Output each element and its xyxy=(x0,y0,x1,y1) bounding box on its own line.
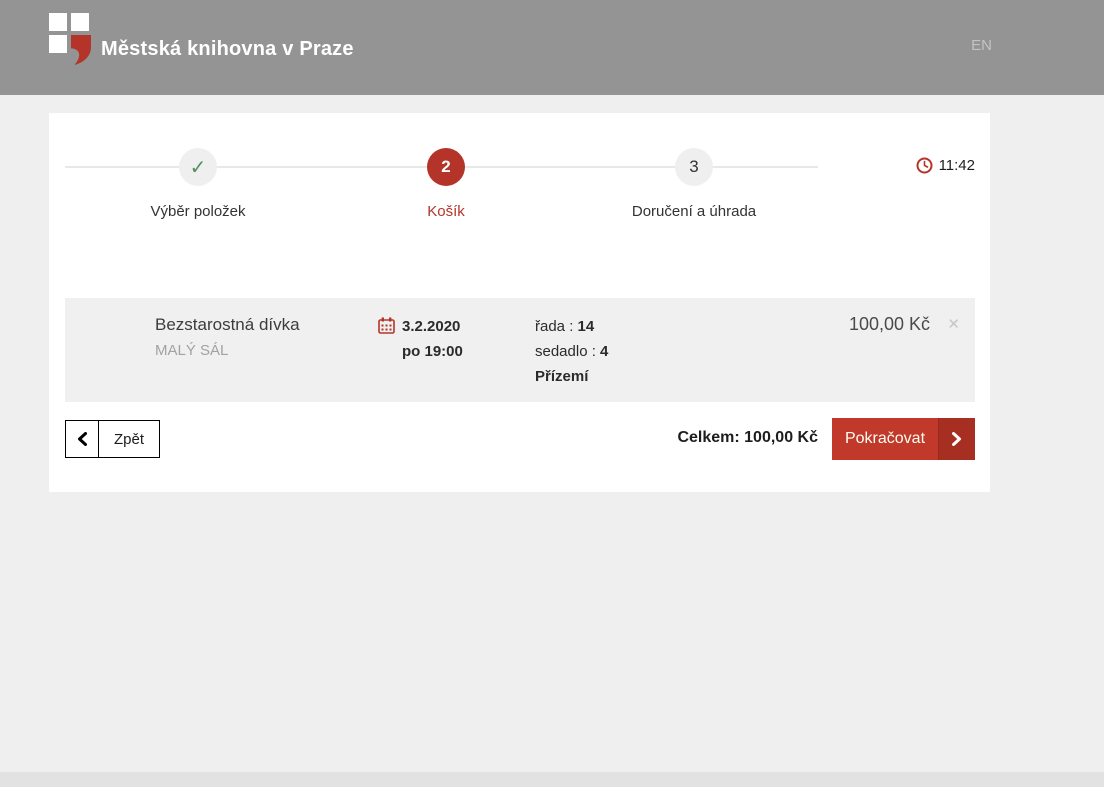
logo-link[interactable]: Městská knihovna v Praze xyxy=(49,13,354,85)
footer-bar xyxy=(0,772,1104,787)
checkout-card: ✓ Výběr položek 2 Košík 3 Doručení a úhr… xyxy=(49,113,990,492)
seat-value: 4 xyxy=(600,343,609,360)
clock-icon xyxy=(916,157,933,174)
event-date: 3.2.2020 xyxy=(402,318,461,335)
item-price: 100,00 Kč xyxy=(848,314,930,334)
back-button[interactable]: Zpět xyxy=(65,420,160,458)
remove-item-icon[interactable]: ✕ xyxy=(947,316,960,333)
row-value: 14 xyxy=(577,318,595,335)
logo-comma-icon xyxy=(71,35,91,65)
event-venue: MALÝ SÁL xyxy=(155,342,229,359)
step-pending-circle: 3 xyxy=(675,148,713,186)
timer-value: 11:42 xyxy=(938,157,975,174)
step-label: Doručení a úhrada xyxy=(631,203,757,220)
library-logo-icon xyxy=(49,13,93,85)
continue-button-label: Pokračovat xyxy=(844,430,926,447)
step-label: Košík xyxy=(427,203,465,220)
total-value: 100,00 Kč xyxy=(744,429,818,446)
seat-row-info: řada : 14 xyxy=(535,318,594,335)
back-button-label: Zpět xyxy=(113,430,144,448)
language-switch-en[interactable]: EN xyxy=(971,37,992,54)
total-label: Celkem: xyxy=(677,429,740,446)
header: Městská knihovna v Praze EN xyxy=(0,0,1104,95)
step-done-circle: ✓ xyxy=(179,148,217,186)
event-title: Bezstarostná dívka xyxy=(155,315,300,334)
event-time: po 19:00 xyxy=(402,343,463,360)
chevron-right-icon xyxy=(938,418,975,460)
seat-label: sedadlo : xyxy=(535,343,601,360)
step-label: Výběr položek xyxy=(150,203,246,220)
step-cart: 2 Košík xyxy=(336,148,556,220)
continue-button[interactable]: Pokračovat xyxy=(832,418,975,460)
step-delivery-payment: 3 Doručení a úhrada xyxy=(584,148,804,220)
chevron-left-icon xyxy=(66,421,99,457)
site-title: Městská knihovna v Praze xyxy=(101,38,354,60)
reservation-timer: 11:42 xyxy=(916,157,975,174)
row-label: řada : xyxy=(535,318,578,335)
calendar-icon xyxy=(378,317,395,334)
seat-section-info: Přízemí xyxy=(535,368,589,385)
step-item-selection: ✓ Výběr položek xyxy=(88,148,308,220)
seat-number-info: sedadlo : 4 xyxy=(535,343,608,360)
cart-total: Celkem: 100,00 Kč xyxy=(677,429,818,447)
check-icon: ✓ xyxy=(189,156,207,179)
cart-item-row: Bezstarostná dívka MALÝ SÁL 3.2.2020 po … xyxy=(65,298,975,402)
step-active-circle: 2 xyxy=(427,148,465,186)
checkout-stepper: ✓ Výběr položek 2 Košík 3 Doručení a úhr… xyxy=(49,113,990,243)
